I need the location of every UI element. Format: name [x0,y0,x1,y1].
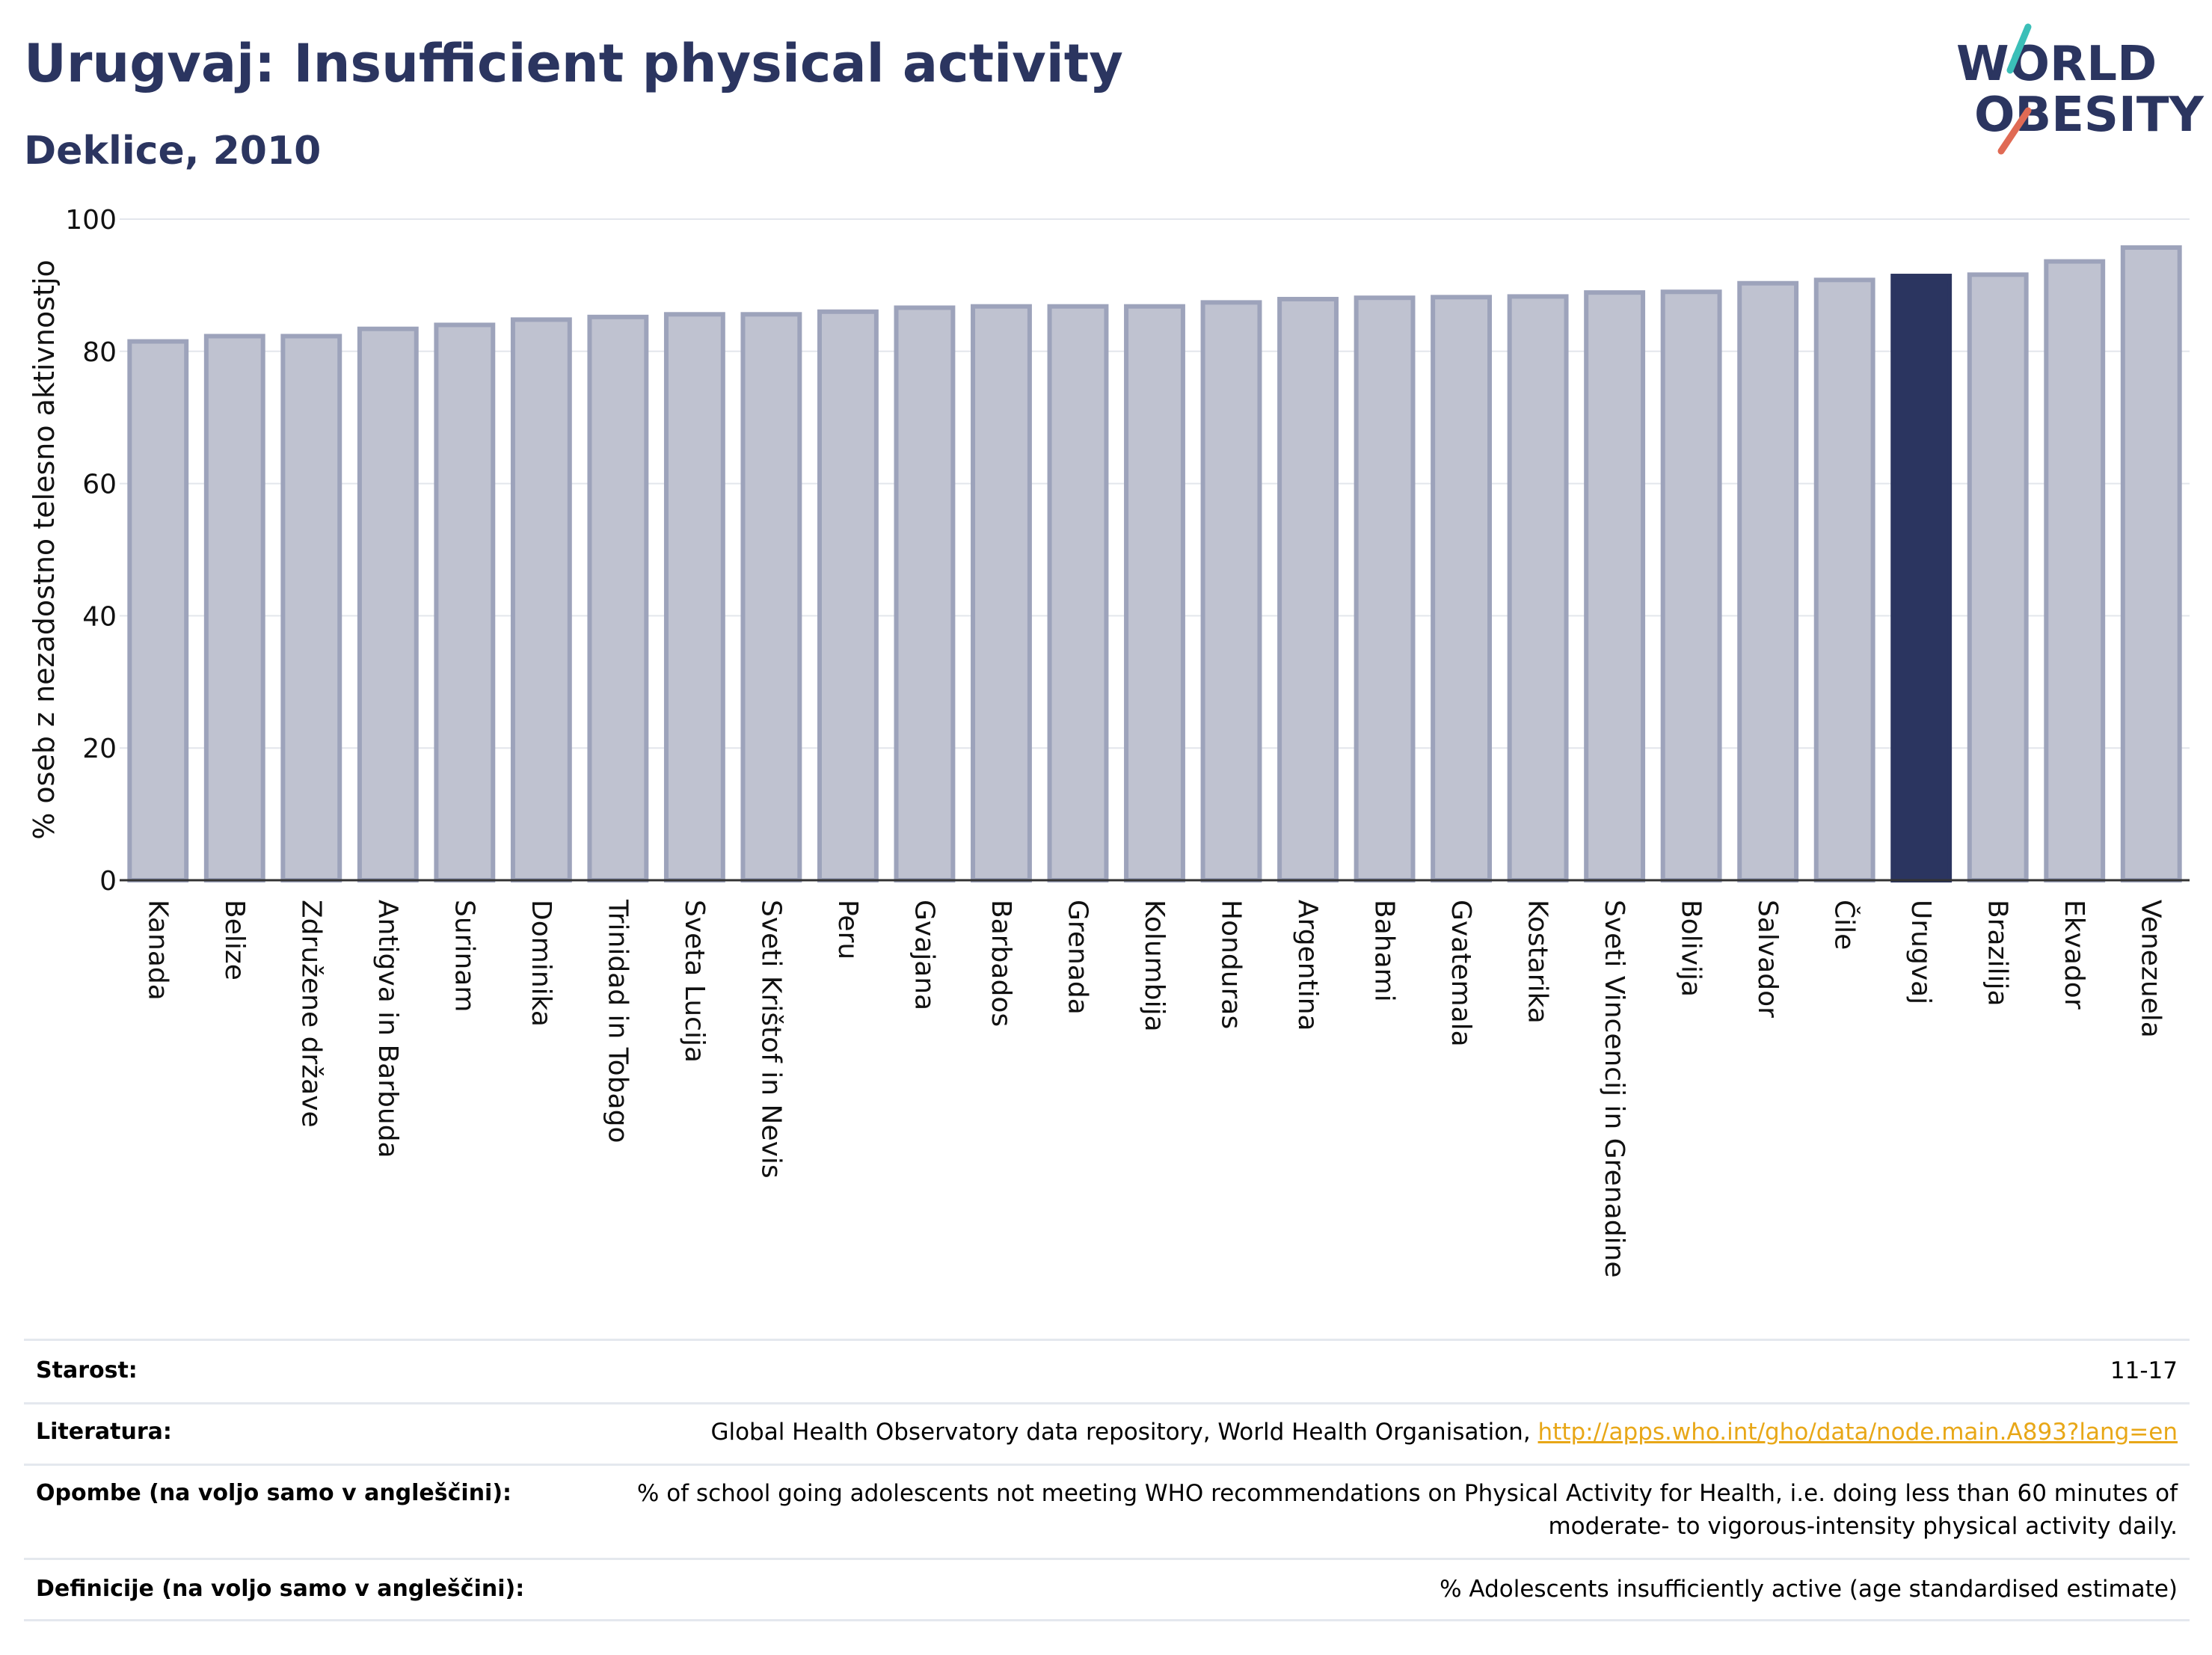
x-tick-label: Honduras [1216,900,1247,1029]
y-tick-label: 20 [82,734,117,764]
y-tick-label: 40 [82,601,117,632]
x-tick-label: Surinam [449,900,479,1012]
bar-sveti-vincencij-in-grenadine [1584,290,1646,882]
bar-trinidad-in-tobago [587,314,649,883]
logo-slash-icon [1997,23,2032,155]
y-tick-label: 100 [65,205,117,236]
source-link[interactable]: http://apps.who.int/gho/data/node.main.A… [1537,1419,2178,1446]
bar-honduras [1200,300,1262,883]
bar-venezuela [2120,245,2182,882]
notes-label: Opombe (na voljo samo v angleščini): [36,1480,512,1506]
x-tick-label: Kanada [142,900,173,1001]
bar-grenada [1047,304,1109,883]
logo-text-line1: WORLD [1956,37,2157,92]
x-tick-label: Belize [219,900,250,980]
source-text: Global Health Observatory data repositor… [710,1419,1531,1446]
x-tick-label: Urugvaj [1905,900,1936,1004]
source-value: Global Health Observatory data repositor… [710,1416,2178,1449]
notes-value: % of school going adolescents not meetin… [532,1477,2178,1543]
bar-chart: 0 20 40 60 80 100 Kanada Belize Združene države… [28,205,2190,1278]
bar-surinam [434,322,496,882]
meta-row-definitions: Definicije (na voljo samo v angleščini):… [24,1558,2190,1621]
x-tick-label: Grenada [1062,900,1093,1015]
x-tick-label: Gvatemala [1446,900,1476,1047]
bar-sveti-krištof-in-nevis [740,312,802,882]
bar-bolivija [1660,289,1722,883]
x-tick-label: Združene države [295,900,326,1128]
bar-gvajana [894,305,956,882]
notes-line1: % of school going adolescents not meetin… [636,1480,2178,1507]
bar-antigva-in-barbuda [357,326,419,882]
x-tick-label: Barbados [986,900,1016,1027]
x-tick-label: Venezuela [2136,900,2166,1038]
bar-belize [203,334,265,882]
bar-združene-države [280,334,342,882]
x-tick-label: Trinidad in Tobago [602,899,633,1143]
meta-row-age: Starost: 11-17 [24,1341,2190,1404]
bar-salvador [1737,280,1799,883]
bar-sveta-lucija [663,312,725,882]
bar-brazilija [1967,272,2029,883]
x-tick-label: Kolumbija [1139,900,1170,1032]
bar-urugvaj [1890,274,1953,883]
y-tick-label: 80 [82,337,117,368]
page-title: Urugvaj: Insufficient physical activity [24,33,1123,94]
world-obesity-logo: WORLD OBESITY [1952,22,2204,161]
meta-row-notes: Opombe (na voljo samo v angleščini): % o… [24,1464,2190,1560]
x-tick-label: Gvajana [909,900,939,1010]
x-tick-label: Kostarika [1523,900,1553,1024]
y-axis-label: % oseb z nezadostno telesno aktivnostjo [28,260,61,840]
y-tick-label: 0 [99,866,117,897]
x-axis-labels: Kanada Belize Združene države Antigva in Ba… [142,899,2166,1278]
x-tick-label: Antigva in Barbuda [372,900,403,1158]
age-label: Starost: [36,1357,138,1384]
bar-gvatemala [1431,295,1493,882]
x-tick-label: Sveta Lucija [679,900,710,1063]
definitions-label: Definicije (na voljo samo v angleščini): [36,1576,525,1602]
x-tick-label: Brazilija [1982,900,2013,1007]
notes-line2: moderate- to vigorous-intensity physical… [1548,1513,2178,1540]
x-tick-label: Sveti Vincencij in Grenadine [1599,900,1629,1278]
page-subtitle: Deklice, 2010 [24,129,322,174]
y-tick-label: 60 [82,470,117,500]
bar-kanada [127,339,189,883]
x-tick-label: Čile [1829,900,1861,950]
source-label: Literatura: [36,1419,172,1445]
definitions-value: % Adolescents insufficiently active (age… [1440,1576,2178,1603]
x-tick-label: Bahami [1369,900,1400,1002]
bar-argentina [1277,296,1339,883]
metadata-table: Starost: 11-17 Literatura: Global Health… [24,1339,2190,1621]
x-tick-label: Sveti Krištof in Nevis [755,900,786,1179]
meta-row-source: Literatura: Global Health Observatory da… [24,1402,2190,1466]
bars [127,245,2182,883]
bar-ekvador [2044,259,2106,883]
x-tick-label: Salvador [1752,900,1783,1018]
age-value: 11-17 [2110,1357,2178,1384]
x-tick-label: Bolivija [1676,900,1706,997]
x-tick-label: Peru [832,900,863,959]
bar-dominika [510,317,572,883]
bar-kostarika [1507,294,1569,883]
x-tick-label: Argentina [1292,900,1323,1031]
x-tick-label: Dominika [526,900,556,1027]
bar-bahami [1354,295,1416,883]
bar-peru [817,309,879,882]
bar-čile [1813,277,1875,882]
x-tick-label: Ekvador [2059,900,2089,1010]
bar-barbados [971,304,1032,883]
y-axis-ticks: 0 20 40 60 80 100 [65,205,117,897]
bar-kolumbija [1124,304,1185,883]
